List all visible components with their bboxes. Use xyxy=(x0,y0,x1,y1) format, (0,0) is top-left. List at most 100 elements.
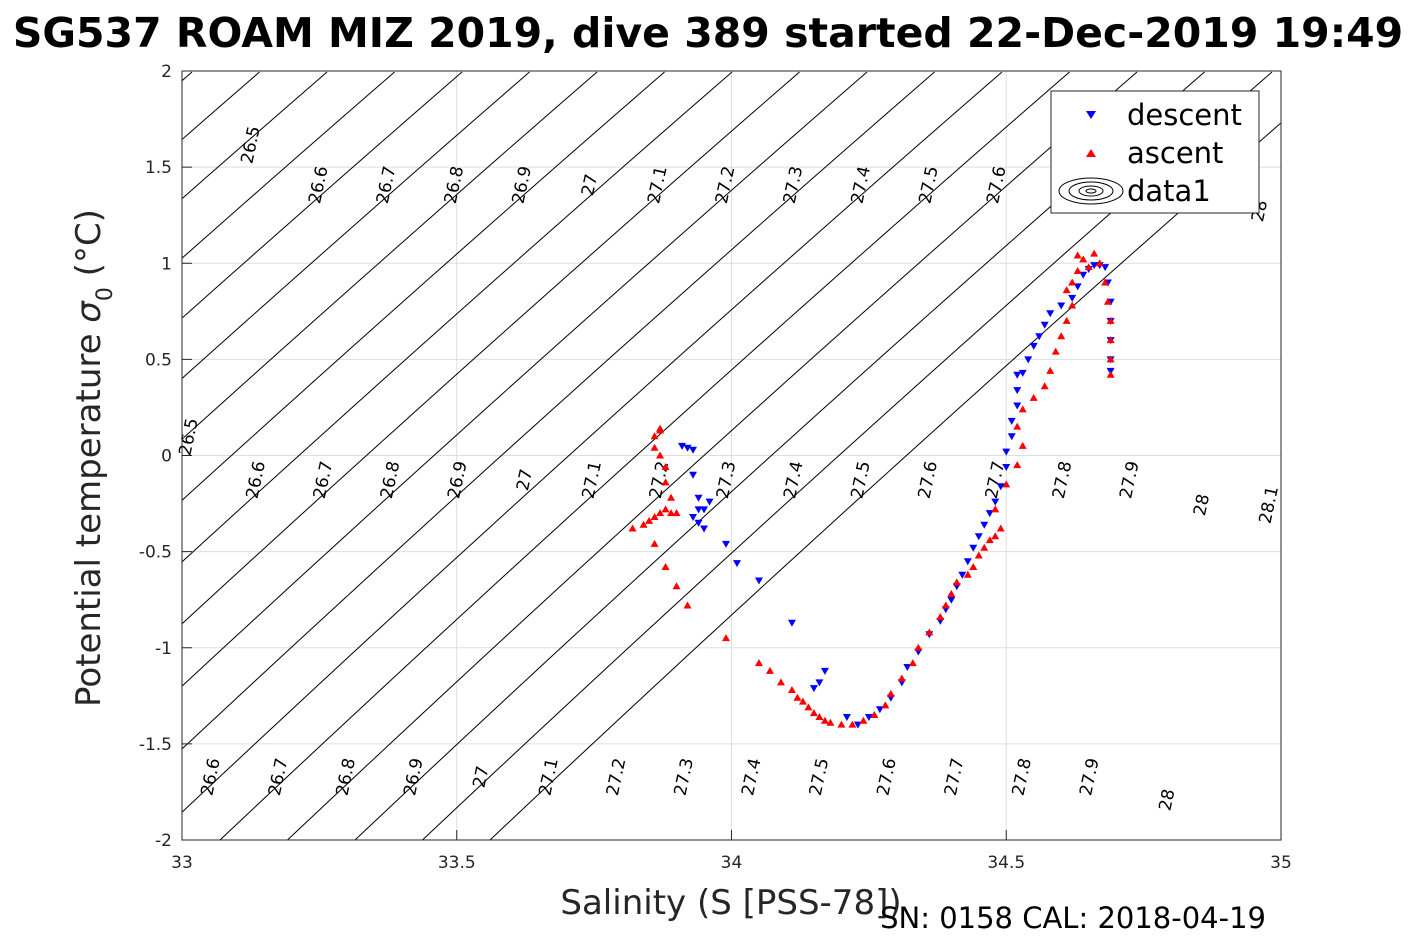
isopycnal-line xyxy=(182,71,530,380)
ascent-point xyxy=(1106,316,1115,324)
ascent-point xyxy=(952,578,961,586)
descent-point xyxy=(1029,342,1038,350)
isopycnal-lines xyxy=(182,71,1281,840)
descent-point xyxy=(700,506,709,514)
ascent-point xyxy=(1062,316,1071,324)
ascent-point xyxy=(798,697,807,705)
y-tick-label: -1 xyxy=(155,639,172,659)
legend-contour-icon xyxy=(1058,177,1124,205)
ascent-point xyxy=(650,513,659,521)
legend-box xyxy=(1050,90,1260,214)
ascent-point xyxy=(656,509,665,517)
isopycnal-line xyxy=(182,71,868,687)
ascent-point xyxy=(672,582,681,590)
ascent-point xyxy=(1106,336,1115,344)
legend: descent ascent data1 xyxy=(1050,90,1260,214)
ascent-point xyxy=(974,551,983,559)
ascent-point xyxy=(1062,286,1071,294)
isopycnal-label: 28 xyxy=(1155,787,1179,812)
ascent-point xyxy=(969,563,978,571)
ascent-point xyxy=(1029,393,1038,401)
legend-ascent-label: ascent xyxy=(1127,136,1223,170)
x-tick-label: 33 xyxy=(171,853,193,873)
ascent-point xyxy=(991,532,1000,540)
ascent-point xyxy=(804,703,813,711)
ascent-point xyxy=(765,666,774,674)
ascent-point xyxy=(848,720,857,728)
isopycnal-line xyxy=(182,71,1003,813)
ascent-point xyxy=(661,563,670,571)
ascent-point xyxy=(859,716,868,724)
descent-point xyxy=(705,498,714,506)
ascent-point xyxy=(1013,461,1022,469)
ascent-point xyxy=(661,463,670,471)
descent-point xyxy=(1013,387,1022,395)
ascent-point xyxy=(650,443,659,451)
ascent-point xyxy=(656,451,665,459)
descent-point xyxy=(694,519,703,527)
ascent-point xyxy=(925,628,934,636)
y-tick-label: 1.5 xyxy=(145,158,172,178)
descent-point xyxy=(694,494,703,502)
ascent-point xyxy=(870,711,879,719)
footer-serial-cal: SN: 0158 CAL: 2018-04-19 xyxy=(880,901,1266,935)
ascent-point xyxy=(722,634,731,642)
ascent-point xyxy=(1073,251,1082,259)
ascent-point xyxy=(754,659,763,667)
ascent-point xyxy=(667,509,676,517)
descent-point xyxy=(1068,294,1077,302)
descent-point xyxy=(1024,356,1033,364)
ascent-point xyxy=(628,524,637,532)
ascent-point xyxy=(672,509,681,517)
ascent-point xyxy=(639,520,648,528)
descent-point xyxy=(754,577,763,585)
descent-point xyxy=(1002,464,1011,472)
descent-point xyxy=(842,713,851,721)
ascent-point xyxy=(991,505,1000,513)
descent-point xyxy=(1002,448,1011,456)
descent-point xyxy=(947,596,956,604)
x-tick-label: 33.5 xyxy=(438,853,476,873)
descent-point xyxy=(683,444,692,452)
ascent-point xyxy=(897,674,906,682)
ascent-point xyxy=(980,543,989,551)
ascent-point xyxy=(650,432,659,440)
ascent-point xyxy=(886,689,895,697)
ascent-point xyxy=(1040,382,1049,390)
descent-point xyxy=(689,514,698,522)
isopycnal-label: 27 xyxy=(578,172,602,197)
descent-point xyxy=(1057,302,1066,310)
ascent-point xyxy=(1068,301,1077,309)
descent-point xyxy=(787,619,796,627)
isopycnal-line xyxy=(182,71,800,625)
descent-point xyxy=(820,667,829,675)
descent-point xyxy=(732,560,741,568)
ascent-point xyxy=(996,524,1005,532)
descent-point xyxy=(864,713,873,721)
y-tick-label: 0 xyxy=(161,447,172,467)
ascent-point xyxy=(1103,297,1112,305)
descent-point xyxy=(809,685,818,693)
ascent-point xyxy=(650,539,659,547)
ascent-point xyxy=(1106,355,1115,363)
y-tick-label: -1.5 xyxy=(139,735,172,755)
isopycnal-line xyxy=(182,71,395,259)
ascent-point xyxy=(1018,405,1027,413)
ascent-point xyxy=(1046,366,1055,374)
ascent-point xyxy=(661,505,670,513)
isopycnal-line xyxy=(287,71,1138,840)
descent-point xyxy=(1046,310,1055,318)
y-tick-label: -2 xyxy=(155,831,172,851)
ascent-point xyxy=(881,701,890,709)
ascent-point xyxy=(1018,441,1027,449)
descent-point xyxy=(815,679,824,687)
descent-point xyxy=(963,558,972,566)
ascent-point xyxy=(1068,278,1077,286)
descent-point xyxy=(1018,369,1027,377)
descent-point xyxy=(958,571,967,579)
descent-point xyxy=(991,498,1000,506)
ascent-point xyxy=(809,709,818,717)
descent-point xyxy=(974,533,983,541)
isopycnal-line xyxy=(182,71,598,440)
